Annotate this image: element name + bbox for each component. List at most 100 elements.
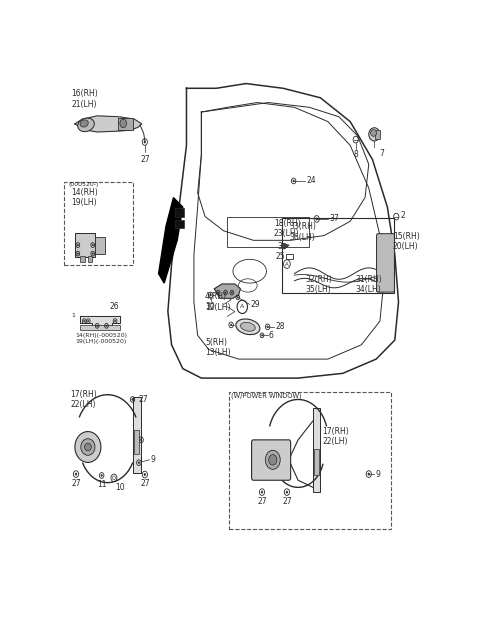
Circle shape [84,320,85,322]
Circle shape [285,472,286,474]
Polygon shape [75,116,142,132]
Circle shape [217,292,219,294]
Text: 27: 27 [282,497,292,506]
Bar [134,431,139,454]
Text: 27: 27 [140,155,150,164]
Circle shape [316,218,318,220]
Text: 37: 37 [329,215,339,223]
Circle shape [210,294,212,296]
Text: 26: 26 [109,302,119,310]
Ellipse shape [371,130,377,136]
Text: 17(RH)
22(LH): 17(RH) 22(LH) [71,390,97,409]
Circle shape [285,445,286,446]
Ellipse shape [84,443,91,451]
Bar [81,325,120,329]
Ellipse shape [369,128,380,141]
Ellipse shape [78,118,95,131]
Bar [132,397,141,473]
Text: 2: 2 [401,210,406,220]
Text: 27: 27 [138,395,148,404]
Circle shape [255,445,257,446]
Circle shape [293,180,294,182]
Circle shape [77,244,79,246]
Polygon shape [81,317,120,328]
Circle shape [388,255,389,256]
Circle shape [231,292,232,294]
Text: 17(RH)
22(LH): 17(RH) 22(LH) [322,426,349,446]
Text: 8: 8 [353,150,358,159]
Circle shape [382,278,383,280]
Circle shape [140,439,142,441]
Circle shape [382,255,383,256]
Text: 9: 9 [375,470,380,479]
Circle shape [114,320,116,322]
Text: A: A [240,304,244,309]
Text: A: A [285,262,289,267]
Bar [118,118,132,130]
Text: (000520-): (000520-) [68,182,98,187]
Polygon shape [215,284,240,298]
Text: 10: 10 [115,482,125,492]
Text: 32(RH)
35(LH): 32(RH) 35(LH) [305,275,332,294]
Circle shape [106,325,107,326]
Text: (W/POWER WINDOW): (W/POWER WINDOW) [231,392,302,399]
Circle shape [255,472,257,474]
Text: 18(RH)
23(LH): 18(RH) 23(LH) [274,219,300,238]
Text: 7: 7 [379,149,384,157]
Circle shape [225,292,226,294]
Bar [314,449,319,476]
Bar [175,220,183,228]
Text: 27: 27 [257,497,267,506]
Text: 30: 30 [206,302,216,311]
FancyBboxPatch shape [377,234,395,292]
Ellipse shape [269,455,277,465]
Bar [175,208,183,217]
Circle shape [267,326,268,328]
Circle shape [138,462,140,463]
Ellipse shape [75,431,101,462]
Bar [88,256,92,262]
Ellipse shape [282,244,287,249]
Circle shape [388,278,389,280]
Circle shape [96,325,98,326]
Circle shape [144,473,146,476]
Text: 29: 29 [251,300,260,309]
FancyBboxPatch shape [252,440,290,480]
Text: 28: 28 [275,322,285,331]
Circle shape [261,334,263,336]
Ellipse shape [80,120,88,127]
Bar [96,237,105,254]
Bar [282,218,394,292]
Text: 31(RH)
34(LH): 31(RH) 34(LH) [356,275,383,294]
Ellipse shape [120,119,127,128]
Circle shape [144,141,146,143]
Text: 1: 1 [71,313,75,318]
Circle shape [286,491,288,493]
Text: 6: 6 [268,331,273,340]
Circle shape [368,473,370,475]
Circle shape [230,324,232,326]
Text: 15(RH)
20(LH): 15(RH) 20(LH) [393,232,420,251]
Circle shape [88,320,89,322]
Text: 5(RH)
13(LH): 5(RH) 13(LH) [205,337,231,357]
Text: 3: 3 [277,241,282,251]
Circle shape [92,253,94,254]
Circle shape [101,474,102,476]
Text: 27: 27 [71,479,81,488]
Text: 11: 11 [97,480,107,489]
Circle shape [132,399,133,400]
Text: 25: 25 [275,252,285,261]
Polygon shape [158,197,183,283]
Ellipse shape [265,450,280,470]
Text: 4(RH)
12(LH): 4(RH) 12(LH) [205,292,230,312]
Ellipse shape [236,319,260,334]
Circle shape [77,253,79,254]
Bar [75,233,96,257]
Text: 14(RH)
19(LH): 14(RH) 19(LH) [71,188,98,207]
Circle shape [92,244,94,246]
Bar [286,254,293,259]
Circle shape [75,473,77,475]
Bar [313,408,321,492]
Text: 33(RH)
36(LH): 33(RH) 36(LH) [289,222,316,242]
Ellipse shape [240,322,255,331]
